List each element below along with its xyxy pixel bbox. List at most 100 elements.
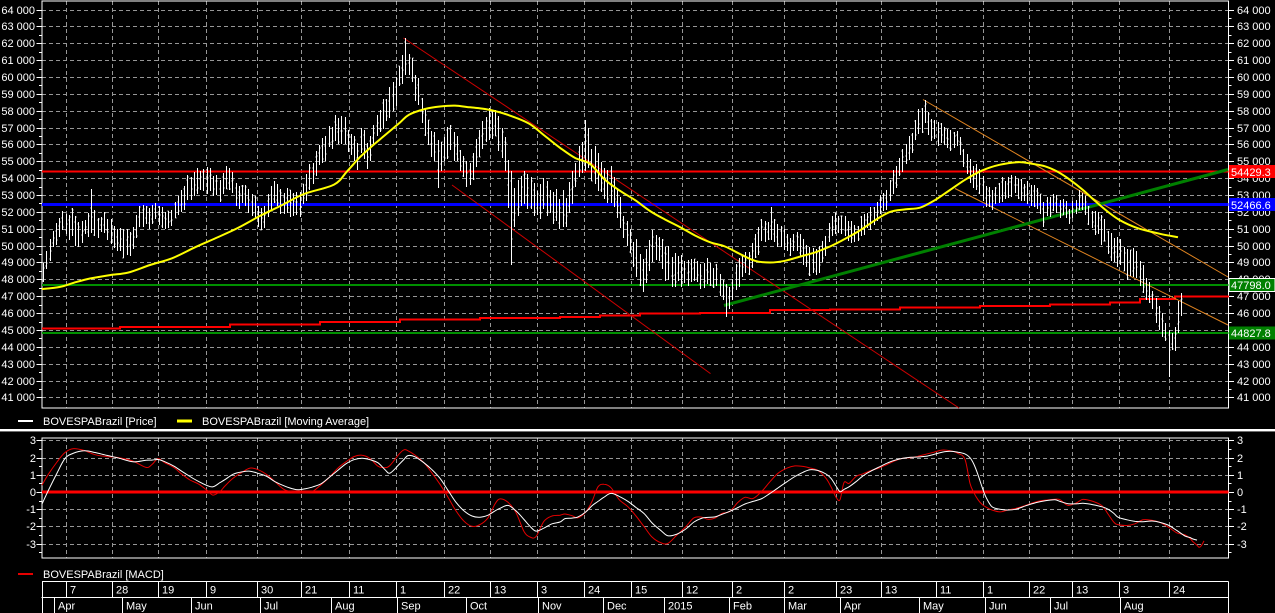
- svg-text:1: 1: [1237, 470, 1243, 482]
- svg-text:-1: -1: [1237, 504, 1247, 516]
- svg-text:28: 28: [116, 585, 128, 597]
- svg-text:13: 13: [494, 585, 506, 597]
- svg-text:50 000: 50 000: [1, 241, 35, 253]
- svg-text:21: 21: [305, 585, 317, 597]
- svg-text:55 000: 55 000: [1, 156, 35, 168]
- svg-text:1: 1: [987, 585, 993, 597]
- svg-text:22: 22: [448, 585, 460, 597]
- svg-text:Dec: Dec: [607, 601, 627, 613]
- svg-text:-1: -1: [26, 504, 36, 516]
- svg-text:0: 0: [30, 487, 36, 499]
- svg-text:Jul: Jul: [264, 601, 278, 613]
- svg-text:Mar: Mar: [788, 601, 807, 613]
- svg-text:47798.0: 47798.0: [1231, 280, 1271, 292]
- svg-text:22: 22: [1033, 585, 1045, 597]
- svg-text:59 000: 59 000: [1, 89, 35, 101]
- svg-text:Feb: Feb: [733, 601, 752, 613]
- svg-text:Oct: Oct: [470, 601, 487, 613]
- svg-text:61 000: 61 000: [1237, 55, 1271, 67]
- svg-text:60 000: 60 000: [1237, 72, 1271, 84]
- svg-text:57 000: 57 000: [1, 123, 35, 135]
- svg-text:Jul: Jul: [1054, 601, 1068, 613]
- svg-text:7: 7: [70, 585, 76, 597]
- svg-text:Jun: Jun: [989, 601, 1007, 613]
- svg-text:BOVESPABrazil [Moving Average]: BOVESPABrazil [Moving Average]: [202, 416, 369, 428]
- svg-text:2: 2: [1237, 453, 1243, 465]
- svg-text:May: May: [126, 601, 147, 613]
- svg-text:3: 3: [30, 435, 36, 447]
- svg-text:2: 2: [736, 585, 742, 597]
- svg-text:BOVESPABrazil [MACD]: BOVESPABrazil [MACD]: [43, 569, 164, 581]
- svg-text:48 000: 48 000: [1, 274, 35, 286]
- svg-text:60 000: 60 000: [1, 72, 35, 84]
- svg-text:Aug: Aug: [1124, 601, 1144, 613]
- svg-text:BOVESPABrazil [Price]: BOVESPABrazil [Price]: [43, 416, 157, 428]
- svg-text:62 000: 62 000: [1237, 38, 1271, 50]
- svg-text:3: 3: [1123, 585, 1129, 597]
- svg-text:61 000: 61 000: [1, 55, 35, 67]
- svg-text:1: 1: [400, 585, 406, 597]
- svg-text:3: 3: [541, 585, 547, 597]
- svg-text:0: 0: [1237, 487, 1243, 499]
- svg-text:May: May: [923, 601, 944, 613]
- svg-text:Apr: Apr: [58, 601, 75, 613]
- svg-text:15: 15: [635, 585, 647, 597]
- svg-text:57 000: 57 000: [1237, 123, 1271, 135]
- svg-text:62 000: 62 000: [1, 38, 35, 50]
- svg-text:24: 24: [1173, 585, 1185, 597]
- svg-text:63 000: 63 000: [1, 21, 35, 33]
- svg-text:49 000: 49 000: [1, 257, 35, 269]
- svg-text:11: 11: [353, 585, 364, 597]
- svg-text:2015: 2015: [668, 601, 692, 613]
- svg-text:2: 2: [30, 453, 36, 465]
- svg-text:50 000: 50 000: [1237, 241, 1271, 253]
- svg-text:44827.8: 44827.8: [1231, 328, 1271, 340]
- svg-text:12: 12: [686, 585, 698, 597]
- svg-text:59 000: 59 000: [1237, 89, 1271, 101]
- svg-text:30: 30: [261, 585, 273, 597]
- svg-text:3: 3: [1237, 435, 1243, 447]
- svg-text:45 000: 45 000: [1, 325, 35, 337]
- svg-text:52 000: 52 000: [1, 207, 35, 219]
- svg-text:46 000: 46 000: [1237, 308, 1271, 320]
- svg-text:53 000: 53 000: [1, 190, 35, 202]
- svg-text:1: 1: [30, 470, 36, 482]
- svg-text:Nov: Nov: [542, 601, 562, 613]
- svg-text:56 000: 56 000: [1, 139, 35, 151]
- svg-text:13: 13: [1076, 585, 1088, 597]
- svg-text:41 000: 41 000: [1237, 392, 1271, 404]
- svg-text:Jun: Jun: [195, 601, 213, 613]
- svg-text:54 000: 54 000: [1, 173, 35, 185]
- svg-text:47 000: 47 000: [1237, 291, 1271, 303]
- svg-text:-3: -3: [1237, 539, 1247, 551]
- svg-text:44 000: 44 000: [1237, 342, 1271, 354]
- svg-text:13: 13: [885, 585, 897, 597]
- svg-text:51 000: 51 000: [1237, 224, 1271, 236]
- svg-text:51 000: 51 000: [1, 224, 35, 236]
- svg-text:49 000: 49 000: [1237, 257, 1271, 269]
- svg-text:64 000: 64 000: [1237, 5, 1271, 17]
- svg-text:9: 9: [210, 585, 216, 597]
- svg-text:Aug: Aug: [335, 601, 355, 613]
- svg-text:54429.3: 54429.3: [1231, 167, 1271, 179]
- svg-text:52466.6: 52466.6: [1231, 200, 1271, 212]
- svg-text:47 000: 47 000: [1, 291, 35, 303]
- svg-text:42 000: 42 000: [1237, 376, 1271, 388]
- svg-text:19: 19: [162, 585, 174, 597]
- svg-text:2: 2: [788, 585, 794, 597]
- svg-text:44 000: 44 000: [1, 342, 35, 354]
- svg-text:43 000: 43 000: [1, 359, 35, 371]
- svg-text:Apr: Apr: [844, 601, 861, 613]
- svg-text:41 000: 41 000: [1, 392, 35, 404]
- svg-text:23: 23: [840, 585, 852, 597]
- svg-text:-2: -2: [1237, 521, 1247, 533]
- svg-text:63 000: 63 000: [1237, 21, 1271, 33]
- svg-text:24: 24: [588, 585, 600, 597]
- svg-text:58 000: 58 000: [1237, 106, 1271, 118]
- svg-text:11: 11: [940, 585, 951, 597]
- svg-text:-2: -2: [26, 521, 36, 533]
- svg-text:Sep: Sep: [401, 601, 421, 613]
- svg-text:64 000: 64 000: [1, 5, 35, 17]
- svg-text:-3: -3: [26, 539, 36, 551]
- svg-text:46 000: 46 000: [1, 308, 35, 320]
